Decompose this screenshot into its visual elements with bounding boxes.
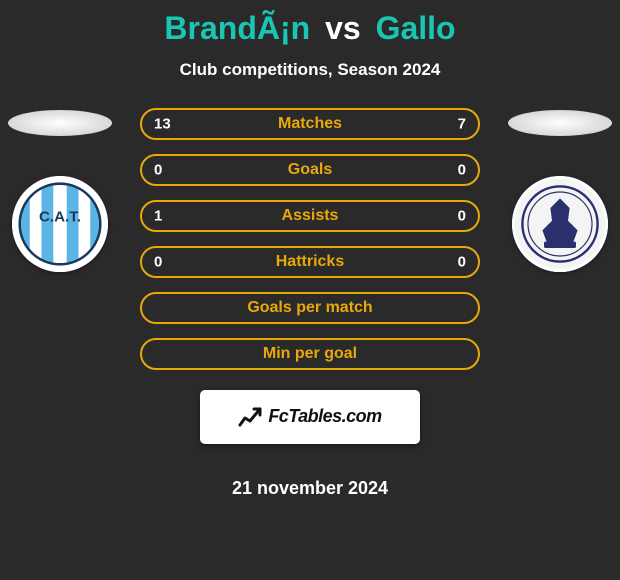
- stat-right-value: 0: [458, 253, 466, 270]
- stat-row-hattricks: 0 Hattricks 0: [140, 246, 480, 278]
- player1-name: BrandÃ¡n: [164, 10, 310, 46]
- right-column: [500, 108, 620, 272]
- stat-row-matches: 13 Matches 7: [140, 108, 480, 140]
- club-badge-left: C.A.T.: [12, 176, 108, 272]
- stat-row-assists: 1 Assists 0: [140, 200, 480, 232]
- stat-row-goals: 0 Goals 0: [140, 154, 480, 186]
- stat-right-value: 0: [458, 161, 466, 178]
- stat-label: Goals per match: [247, 299, 372, 317]
- stat-left-value: 13: [154, 115, 171, 132]
- page-title: BrandÃ¡n vs Gallo: [164, 8, 455, 50]
- stat-left-value: 0: [154, 161, 162, 178]
- country-flag-right: [508, 110, 612, 136]
- badge-letters-left: C.A.T.: [39, 208, 81, 225]
- chart-growth-icon: [238, 405, 262, 429]
- stat-label: Matches: [278, 115, 342, 133]
- shield-icon: C.A.T.: [18, 182, 102, 266]
- date-text: 21 november 2024: [232, 478, 388, 499]
- comparison-card: BrandÃ¡n vs Gallo Club competitions, Sea…: [0, 0, 620, 580]
- stat-right-value: 7: [458, 115, 466, 132]
- player2-name: Gallo: [376, 10, 456, 46]
- brand-badge[interactable]: FcTables.com: [200, 390, 420, 444]
- stats-column: 13 Matches 7 0 Goals 0 1 Assists 0 0 Hat…: [130, 108, 490, 499]
- vs-text: vs: [325, 10, 361, 46]
- brand-text: FcTables.com: [268, 406, 381, 427]
- stat-left-value: 1: [154, 207, 162, 224]
- stat-left-value: 0: [154, 253, 162, 270]
- stat-label: Assists: [282, 207, 339, 225]
- stat-label: Goals: [288, 161, 332, 179]
- stat-label: Hattricks: [276, 253, 344, 271]
- shield-icon: [520, 184, 600, 264]
- left-column: C.A.T.: [0, 108, 120, 272]
- stat-right-value: 0: [458, 207, 466, 224]
- country-flag-left: [8, 110, 112, 136]
- stat-row-goals-per-match: Goals per match: [140, 292, 480, 324]
- stat-label: Min per goal: [263, 345, 357, 363]
- columns: C.A.T. 13 Matches 7 0 Goals 0 1 Assists …: [0, 108, 620, 499]
- club-badge-right: [512, 176, 608, 272]
- subtitle: Club competitions, Season 2024: [0, 60, 620, 80]
- stat-row-min-per-goal: Min per goal: [140, 338, 480, 370]
